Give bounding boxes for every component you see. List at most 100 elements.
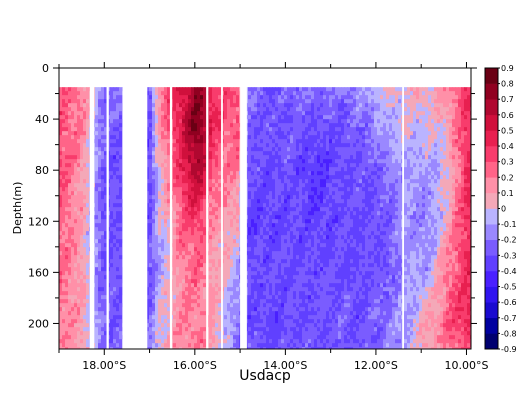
contour-cell — [266, 323, 270, 328]
contour-cell — [200, 175, 204, 180]
contour-cell — [146, 215, 150, 220]
contour-cell — [191, 303, 195, 308]
contour-cell — [164, 107, 168, 112]
contour-cell — [119, 111, 123, 116]
contour-cell — [218, 287, 222, 292]
contour-cell — [116, 275, 120, 280]
contour-cell — [74, 127, 78, 132]
contour-cell — [209, 91, 213, 96]
contour-cell — [164, 343, 168, 348]
contour-cell — [98, 199, 102, 204]
contour-cell — [257, 259, 261, 264]
contour-cell — [224, 227, 228, 232]
contour-cell — [86, 99, 90, 104]
contour-cell — [212, 163, 216, 168]
contour-cell — [215, 327, 219, 332]
contour-cell — [83, 287, 87, 292]
contour-cell — [209, 131, 213, 136]
contour-cell — [65, 143, 69, 148]
contour-cell — [116, 203, 120, 208]
contour-cell — [110, 95, 114, 100]
contour-cell — [209, 107, 213, 112]
contour-cell — [275, 123, 279, 128]
contour-cell — [158, 127, 162, 132]
contour-cell — [116, 319, 120, 324]
contour-cell — [269, 255, 273, 260]
contour-cell — [113, 171, 117, 176]
contour-cell — [248, 267, 252, 272]
contour-cell — [77, 279, 81, 284]
contour-cell — [119, 115, 123, 120]
contour-cell — [269, 103, 273, 108]
contour-cell — [236, 343, 240, 348]
contour-cell — [158, 323, 162, 328]
contour-cell — [236, 235, 240, 240]
contour-cell — [146, 155, 150, 160]
contour-cell — [218, 99, 222, 104]
contour-cell — [272, 235, 276, 240]
contour-cell — [194, 331, 198, 336]
contour-cell — [278, 163, 282, 168]
contour-cell — [77, 263, 81, 268]
contour-cell — [263, 231, 267, 236]
contour-cell — [266, 219, 270, 224]
contour-cell — [248, 151, 252, 156]
contour-cell — [215, 179, 219, 184]
contour-cell — [254, 103, 258, 108]
contour-cell — [83, 111, 87, 116]
contour-cell — [110, 87, 114, 92]
contour-cell — [68, 275, 72, 280]
contour-cell — [62, 263, 66, 268]
contour-cell — [209, 143, 213, 148]
contour-cell — [62, 195, 66, 200]
contour-cell — [209, 339, 213, 344]
contour-cell — [230, 119, 234, 124]
contour-cell — [173, 99, 177, 104]
contour-cell — [248, 275, 252, 280]
contour-cell — [236, 103, 240, 108]
contour-cell — [62, 247, 66, 252]
contour-cell — [119, 191, 123, 196]
contour-cell — [215, 247, 219, 252]
contour-field — [59, 87, 471, 349]
contour-cell — [104, 267, 108, 272]
contour-cell — [179, 191, 183, 196]
contour-cell — [164, 311, 168, 316]
contour-cell — [179, 103, 183, 108]
contour-cell — [59, 87, 63, 92]
contour-cell — [182, 279, 186, 284]
contour-cell — [65, 167, 69, 172]
contour-cell — [146, 131, 150, 136]
contour-cell — [116, 163, 120, 168]
contour-cell — [65, 263, 69, 268]
contour-cell — [119, 343, 123, 348]
contour-cell — [191, 247, 195, 252]
contour-cell — [182, 95, 186, 100]
contour-cell — [281, 215, 285, 220]
contour-cell — [167, 139, 171, 144]
contour-cell — [176, 223, 180, 228]
contour-cell — [68, 135, 72, 140]
contour-cell — [260, 183, 264, 188]
contour-cell — [248, 303, 252, 308]
contour-cell — [173, 287, 177, 292]
contour-cell — [203, 127, 207, 132]
contour-cell — [104, 115, 108, 120]
contour-cell — [161, 247, 165, 252]
contour-cell — [185, 163, 189, 168]
contour-cell — [200, 255, 204, 260]
contour-cell — [113, 159, 117, 164]
contour-cell — [284, 215, 288, 220]
contour-cell — [158, 271, 162, 276]
contour-cell — [167, 183, 171, 188]
contour-cell — [188, 319, 192, 324]
contour-cell — [152, 283, 156, 288]
contour-cell — [275, 311, 279, 316]
contour-cell — [281, 347, 285, 349]
contour-cell — [179, 179, 183, 184]
contour-cell — [218, 275, 222, 280]
contour-cell — [215, 239, 219, 244]
contour-cell — [218, 235, 222, 240]
contour-cell — [284, 263, 288, 268]
contour-cell — [155, 271, 159, 276]
